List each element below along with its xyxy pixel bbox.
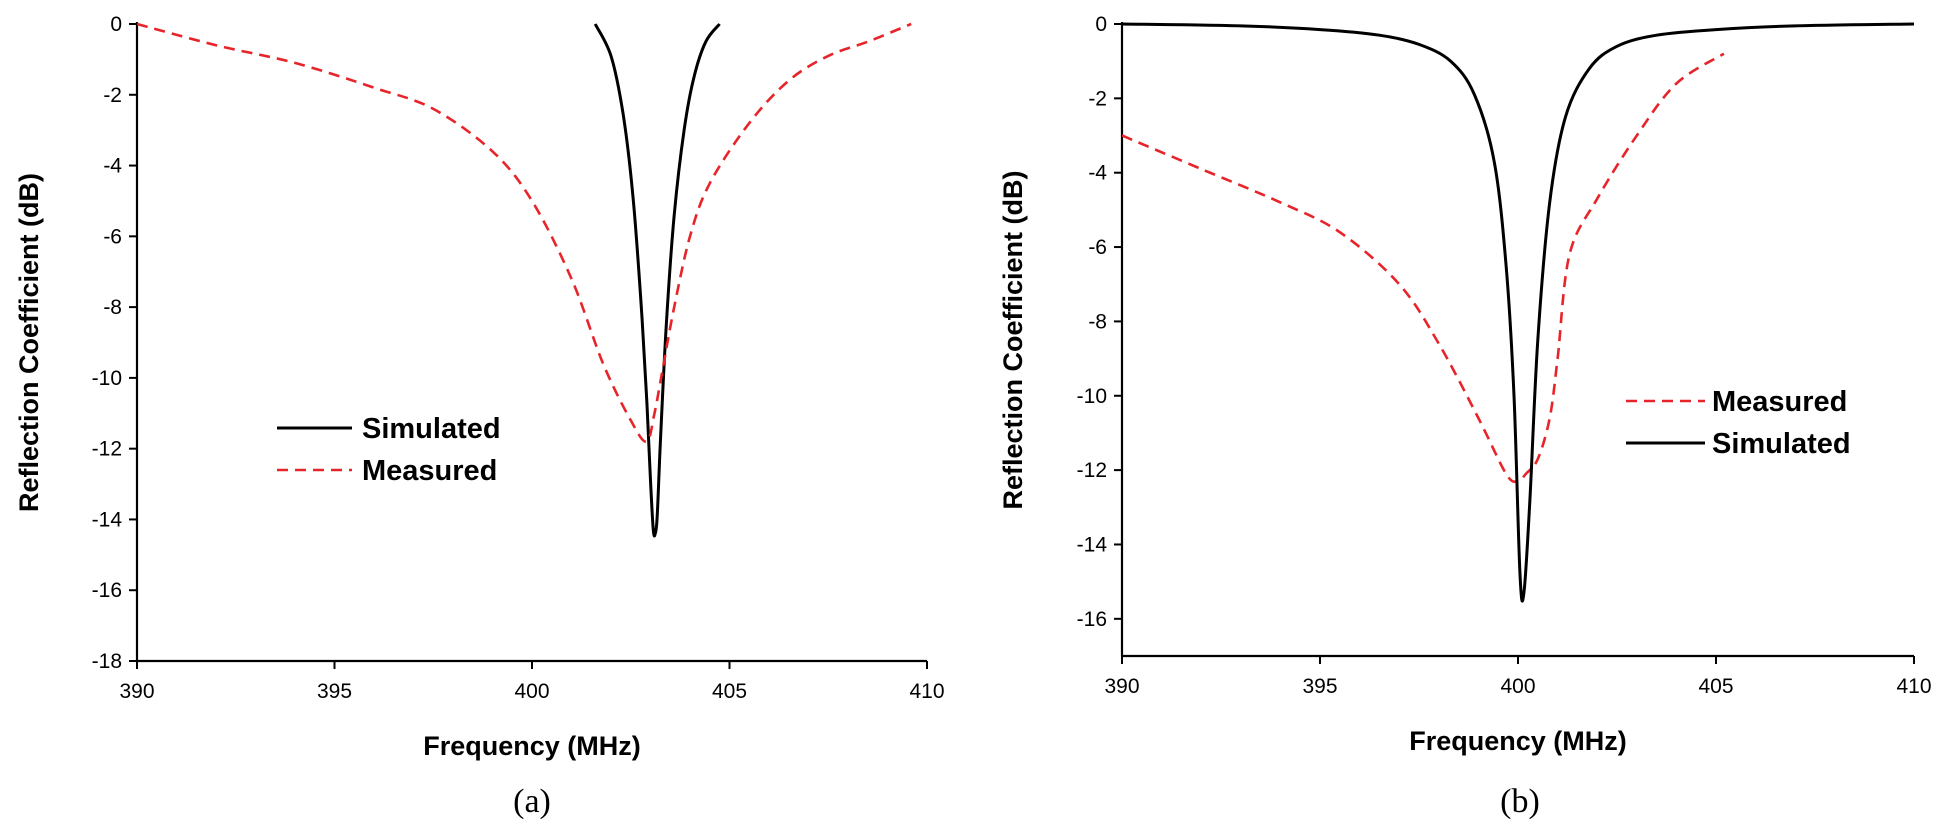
y-axis-title: Reflection Coefficient (dB) xyxy=(14,173,44,512)
x-tick-label: 405 xyxy=(712,680,747,703)
y-tick-label: -8 xyxy=(103,296,122,319)
y-tick-label: -10 xyxy=(1077,385,1107,408)
y-tick-label: -4 xyxy=(1088,162,1107,185)
x-tick-label: 400 xyxy=(1500,675,1535,698)
y-tick-label: -4 xyxy=(103,155,122,178)
y-tick-label: -10 xyxy=(92,367,122,390)
y-tick-label: -6 xyxy=(1088,236,1107,259)
series-line-simulated xyxy=(1122,22,1914,603)
y-tick-label: -12 xyxy=(92,438,122,461)
panel-b: 390 395 400 405 410 0 -2 -4 -6 -8 -10 -12 -14 -16 Freq… xyxy=(998,13,1932,820)
x-tick-label: 390 xyxy=(1104,675,1139,698)
x-axis-title: Frequency (MHz) xyxy=(423,731,641,761)
legend-label-simulated: Simulated xyxy=(1712,428,1851,460)
series-line-measured xyxy=(137,22,912,443)
y-tick-label: -16 xyxy=(92,579,122,602)
y-axis-title: Reflection Coefficient (dB) xyxy=(998,170,1028,509)
series-line-measured xyxy=(1122,52,1725,484)
y-tick-label: -14 xyxy=(92,508,123,531)
x-tick-label: 395 xyxy=(317,680,352,703)
series-line-simulated xyxy=(593,23,721,538)
panel-label: (b) xyxy=(1500,783,1540,820)
y-tick-label: -14 xyxy=(1077,533,1108,556)
y-tick-label: 0 xyxy=(110,13,122,36)
y-tick-label: -18 xyxy=(92,650,122,673)
legend-label-measured: Measured xyxy=(362,455,497,487)
y-tick-label: -16 xyxy=(1077,608,1107,631)
x-tick-label: 400 xyxy=(514,680,549,703)
panel-a: 390 395 400 405 410 0 -2 -4 -6 -8 -10 -12 -14 -16 -18 F… xyxy=(14,13,945,820)
x-tick-label: 395 xyxy=(1302,675,1337,698)
x-tick-label: 405 xyxy=(1698,675,1733,698)
y-tick-label: -2 xyxy=(1088,87,1107,110)
y-tick-label: -6 xyxy=(103,225,122,248)
y-tick-label: -12 xyxy=(1077,459,1107,482)
x-tick-label: 410 xyxy=(909,680,944,703)
x-axis-title: Frequency (MHz) xyxy=(1409,726,1627,756)
x-tick-label: 390 xyxy=(119,680,154,703)
y-tick-label: -2 xyxy=(103,84,122,107)
x-tick-label: 410 xyxy=(1896,675,1931,698)
legend-label-measured: Measured xyxy=(1712,386,1847,418)
panel-label: (a) xyxy=(513,783,551,820)
y-tick-label: -8 xyxy=(1088,310,1107,333)
y-tick-label: 0 xyxy=(1095,13,1107,36)
legend-label-simulated: Simulated xyxy=(362,413,501,445)
